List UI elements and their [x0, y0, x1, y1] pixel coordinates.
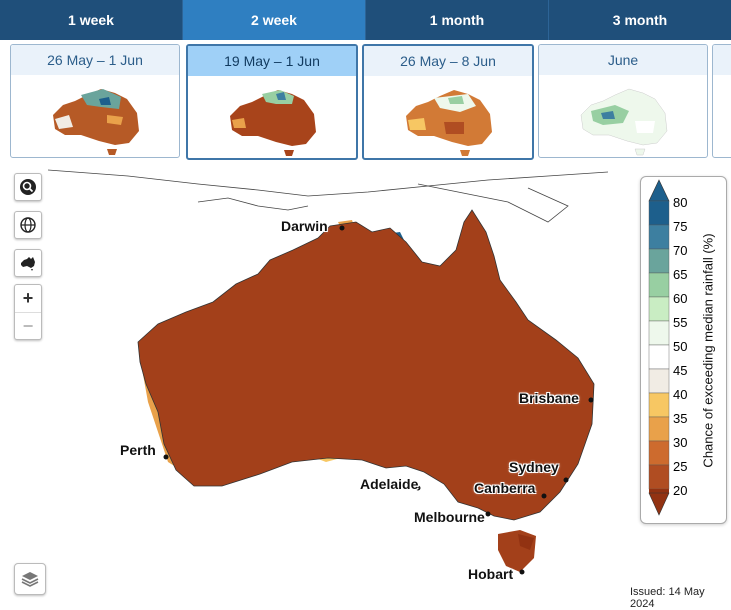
thumbnail-map-image — [230, 90, 316, 156]
thumbnail-label: 19 May – 1 Jun — [188, 46, 356, 76]
tab-1-week[interactable]: 1 week — [0, 0, 183, 40]
city-label-melbourne: Melbourne — [414, 509, 485, 525]
thumbnail-map-image — [53, 89, 139, 155]
legend-title-wrap: Chance of exceeding median rainfall (%) — [693, 177, 723, 523]
legend-tick: 80 — [673, 195, 688, 210]
tab-1-month[interactable]: 1 month — [366, 0, 549, 40]
thumbnail-label-partial — [713, 45, 731, 75]
search-button[interactable] — [14, 173, 42, 201]
city-label-canberra: Canberra — [474, 480, 536, 496]
tab-2-week[interactable]: 2 week — [183, 0, 366, 40]
city-label-sydney: Sydney — [509, 459, 559, 475]
city-label-hobart: Hobart — [468, 566, 514, 582]
legend-tick: 45 — [673, 363, 688, 378]
city-label-adelaide: Adelaide — [360, 476, 419, 492]
thumbnail-26may-1jun[interactable]: 26 May – 1 Jun — [10, 44, 180, 158]
forecast-thumbnails: 26 May – 1 Jun 19 May – 1 Jun 26 May – 8… — [0, 40, 731, 162]
legend-tick: 35 — [673, 411, 688, 426]
legend-tick: 65 — [673, 267, 688, 282]
period-tabs: 1 week 2 week 1 month 3 month — [0, 0, 731, 40]
thumbnail-26may-8jun[interactable]: 26 May – 8 Jun — [362, 44, 534, 160]
thumbnail-label: June — [539, 45, 707, 75]
legend-tick: 60 — [673, 291, 688, 306]
legend-tick: 75 — [673, 219, 688, 234]
city-label-brisbane: Brisbane — [519, 390, 579, 406]
city-label-darwin: Darwin — [281, 218, 328, 234]
search-icon — [20, 179, 36, 195]
legend: 80 75 70 65 60 55 50 45 40 35 30 25 20 C… — [640, 176, 727, 524]
thumbnail-june[interactable]: June — [538, 44, 708, 158]
thumbnail-map-image — [406, 90, 492, 156]
legend-tick: 30 — [673, 435, 688, 450]
legend-title: Chance of exceeding median rainfall (%) — [700, 232, 716, 468]
layers-button[interactable] — [14, 563, 46, 595]
zoom-controls: + − — [14, 284, 42, 340]
globe-icon — [20, 217, 36, 233]
australia-icon — [21, 257, 35, 271]
australia-extent-button[interactable] — [14, 249, 42, 277]
zoom-out-button[interactable]: − — [15, 312, 41, 339]
legend-colorbar — [648, 179, 670, 516]
zoom-in-button[interactable]: + — [22, 288, 34, 308]
thumbnail-label: 26 May – 1 Jun — [11, 45, 179, 75]
legend-tick: 50 — [673, 339, 688, 354]
tab-3-month[interactable]: 3 month — [612, 12, 668, 28]
legend-tick: 55 — [673, 315, 688, 330]
city-label-perth: Perth — [120, 442, 156, 458]
thumbnail-19may-1jun[interactable]: 19 May – 1 Jun — [186, 44, 358, 160]
thumbnail-label: 26 May – 8 Jun — [364, 46, 532, 76]
globe-button[interactable] — [14, 211, 42, 239]
legend-tick: 25 — [673, 459, 688, 474]
legend-tick: 20 — [673, 483, 688, 498]
thumbnail-map-image — [580, 88, 668, 156]
layers-icon — [21, 572, 39, 587]
thumbnail-next-partial[interactable] — [712, 44, 731, 158]
rainfall-outlook-map[interactable] — [8, 162, 731, 599]
legend-tick: 40 — [673, 387, 688, 402]
legend-tick: 70 — [673, 243, 688, 258]
issued-date: Issued: 14 May 2024 — [630, 586, 705, 610]
